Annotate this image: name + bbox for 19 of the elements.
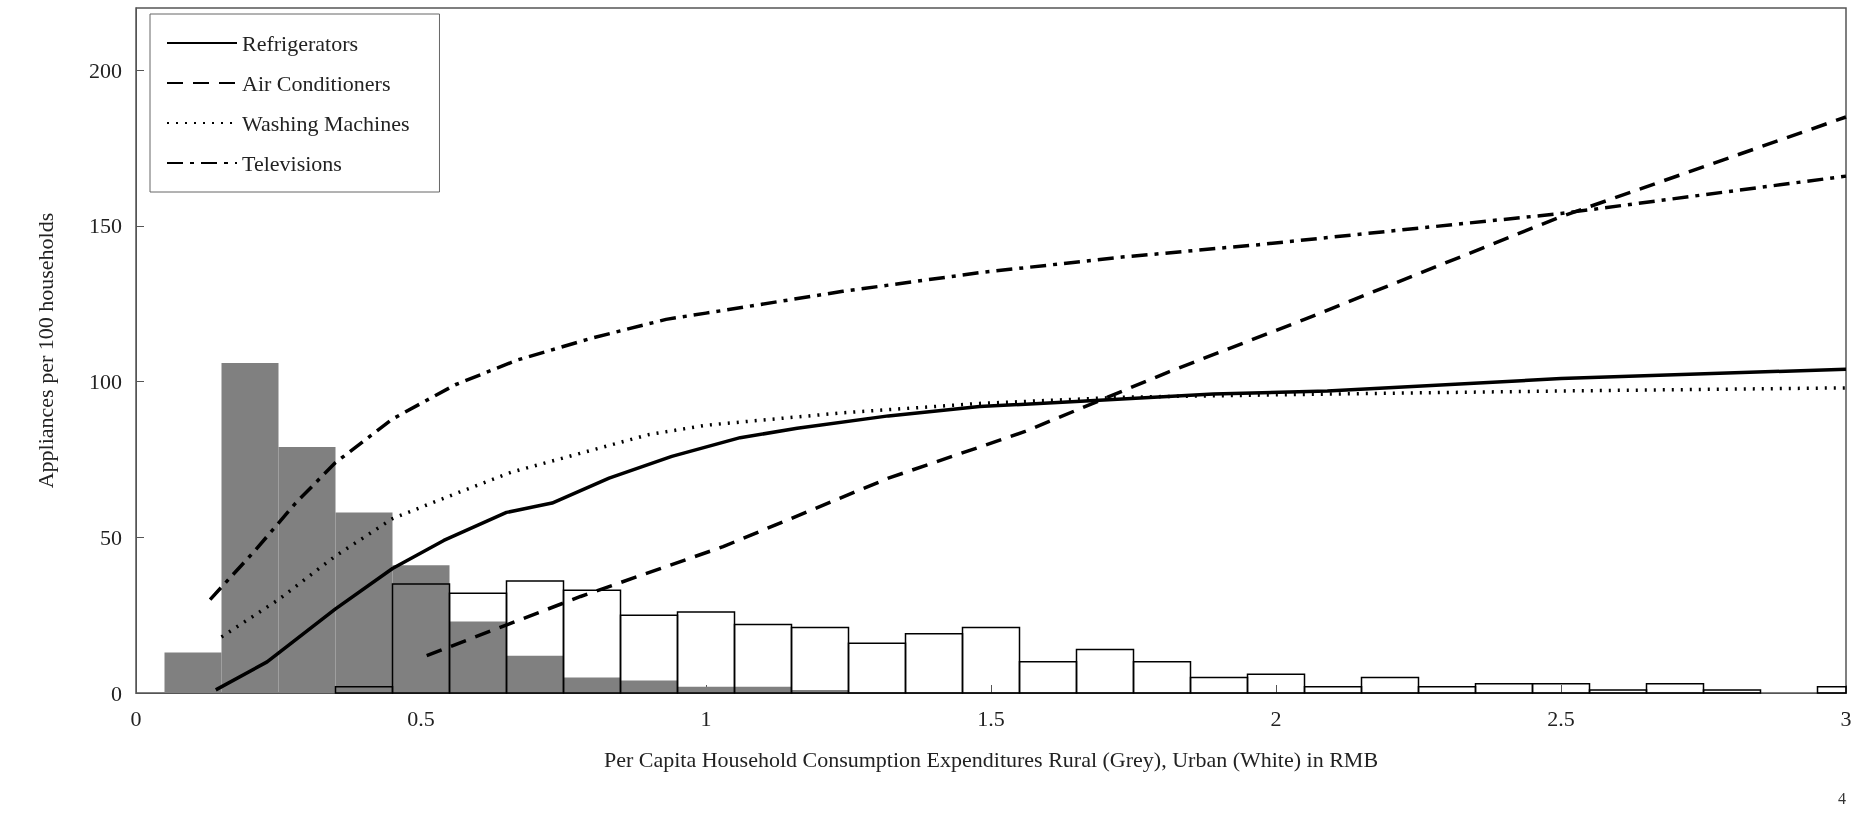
y-tick-label: 50 [100,524,122,550]
y-tick-label: 200 [89,57,122,83]
x-tick-label: 3 [1840,705,1852,731]
legend-label: Refrigerators [242,30,359,56]
y-tick-label: 150 [89,213,122,239]
x-tick-label: 1.5 [977,705,1005,731]
y-tick-label: 100 [89,369,122,395]
x-tick-label: 2 [1270,705,1282,731]
text: 4 [1838,789,1846,807]
x-tick-label: 2.5 [1547,705,1575,731]
x-tick-label: 0.5 [407,705,435,731]
legend-label: Televisions [242,150,342,176]
x-tick-label: 1 [700,705,712,731]
x-axis-title: Per Capita Household Consumption Expenditures Rural (Grey), Urban (White) in RMB [603,746,1379,772]
x-tick-label: 0 [130,705,142,731]
legend-label: Washing Machines [242,110,410,136]
legend-label: Air Conditioners [242,70,391,96]
y-tick-label: 0 [111,680,122,706]
y-axis-title: Appliances per 100 households [32,212,58,489]
